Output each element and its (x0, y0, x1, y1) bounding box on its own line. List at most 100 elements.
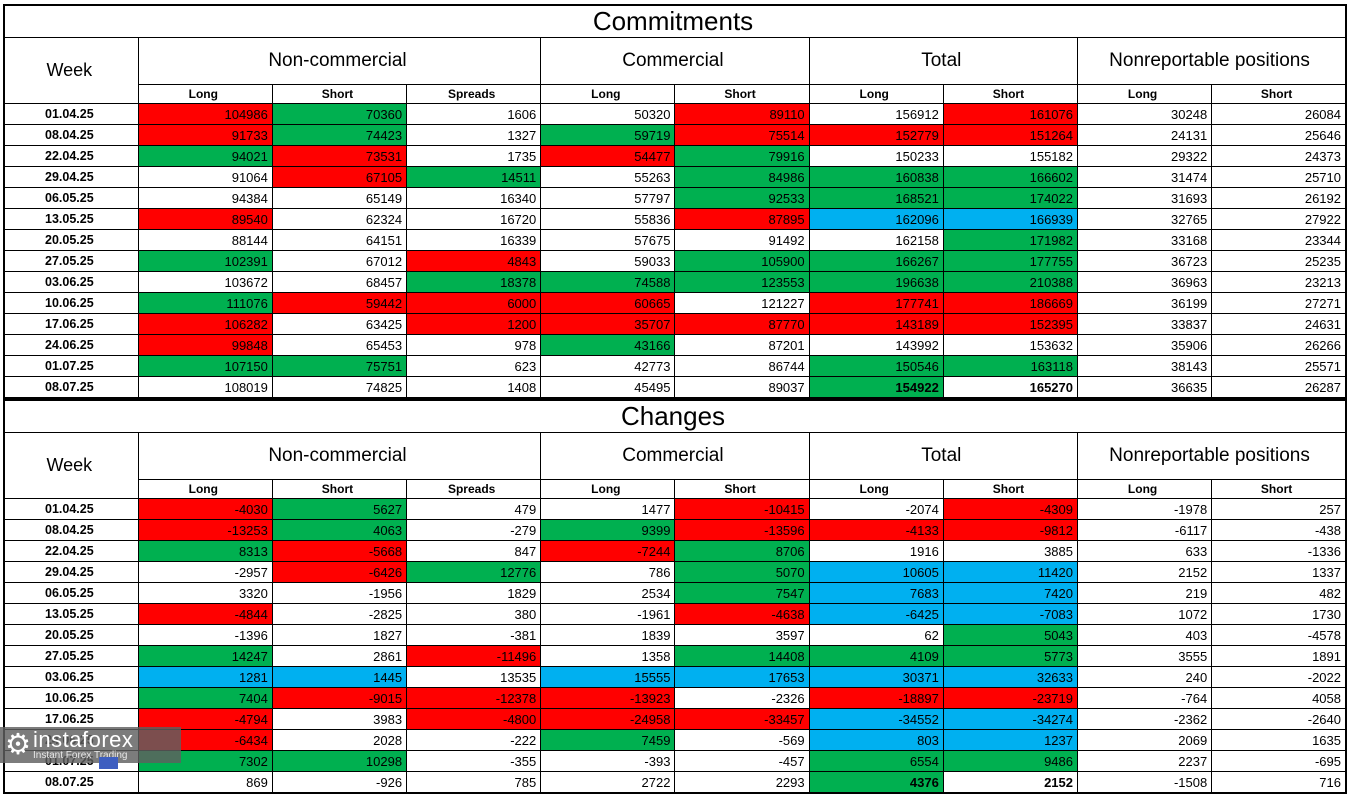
value-cell: 103672 (137, 271, 273, 293)
value-cell: 1635 (1211, 729, 1347, 751)
value-cell: 716 (1211, 771, 1347, 794)
value-cell: -1956 (271, 582, 408, 604)
value-cell: -1961 (540, 603, 676, 625)
value-cell: 479 (406, 498, 542, 520)
value-cell: 104986 (137, 103, 273, 125)
value-cell: -33457 (674, 708, 810, 730)
value-cell: -926 (271, 771, 408, 794)
value-cell: 27271 (1211, 292, 1347, 314)
value-cell: 57797 (540, 187, 676, 209)
group-header-commercial: Commercial (540, 432, 810, 480)
value-cell: 1891 (1211, 645, 1347, 667)
value-cell: 25235 (1211, 250, 1347, 272)
value-cell: 2534 (540, 582, 676, 604)
value-cell: -1396 (137, 624, 273, 646)
value-cell: 29322 (1076, 145, 1213, 167)
table-row: 20.05.25 88144 64151 16339 57675 91492 162158 1… (3, 229, 1347, 251)
value-cell: 2861 (271, 645, 408, 667)
group-header-nonreportable-positions: Nonreportable positions (1077, 37, 1347, 85)
table-row: 13.05.25 89540 62324 16720 55836 87895 162096 1… (3, 208, 1347, 230)
value-cell: 1827 (271, 624, 408, 646)
value-cell: 7459 (540, 729, 676, 751)
value-cell: 111076 (137, 292, 273, 314)
value-cell: 50320 (540, 103, 676, 125)
week-cell: 17.06.25 (3, 313, 139, 335)
sub-header-long: Long (808, 84, 944, 104)
table-row: 17.06.25 106282 63425 1200 35707 87770 143189 1… (3, 313, 1347, 335)
value-cell: -6425 (808, 603, 944, 625)
value-cell: -6434 (137, 729, 273, 751)
value-cell: -34274 (942, 708, 1079, 730)
table-row: 01.04.25 -4030 5627 479 1477 -10415 -2074 -4309… (3, 498, 1347, 520)
value-cell: 3885 (942, 540, 1079, 562)
value-cell: -34552 (808, 708, 944, 730)
value-cell: 9486 (942, 750, 1079, 772)
value-cell: 36635 (1076, 376, 1213, 399)
value-cell: 87895 (674, 208, 810, 230)
value-cell: 107150 (137, 355, 273, 377)
value-cell: 8313 (137, 540, 273, 562)
value-cell: 32765 (1076, 208, 1213, 230)
table-row: 10.06.25 7404 -9015 -12378 -13923 -2326 -18897… (3, 687, 1347, 709)
table-row: 27.05.25 14247 2861 -11496 1358 14408 4109 5773… (3, 645, 1347, 667)
value-cell: -457 (674, 750, 810, 772)
value-cell: 94021 (137, 145, 273, 167)
value-cell: 59442 (271, 292, 408, 314)
value-cell: -569 (674, 729, 810, 751)
value-cell: -222 (406, 729, 542, 751)
sub-header-short: Short (271, 479, 408, 499)
value-cell: 31474 (1076, 166, 1213, 188)
value-cell: 43166 (540, 334, 676, 356)
table-row: 24.06.25 -6434 2028 -222 7459 -569 803 1237 2069… (3, 729, 1347, 751)
value-cell: 92533 (674, 187, 810, 209)
value-cell: 482 (1211, 582, 1347, 604)
value-cell: 168521 (808, 187, 944, 209)
sub-header-long: Long (137, 479, 273, 499)
value-cell: -18897 (808, 687, 944, 709)
table-row: 22.04.25 94021 73531 1735 54477 79916 150233 15… (3, 145, 1347, 167)
value-cell: 75514 (674, 124, 810, 146)
value-cell: -355 (406, 750, 542, 772)
sub-header-short: Short (1211, 84, 1347, 104)
value-cell: 219 (1076, 582, 1213, 604)
value-cell: -2022 (1211, 666, 1347, 688)
value-cell: 177755 (942, 250, 1079, 272)
value-cell: 8706 (674, 540, 810, 562)
value-cell: 7547 (674, 582, 810, 604)
value-cell: 847 (406, 540, 542, 562)
value-cell: 1829 (406, 582, 542, 604)
value-cell: 91733 (137, 124, 273, 146)
value-cell: 87201 (674, 334, 810, 356)
value-cell: 162158 (808, 229, 944, 251)
value-cell: 87770 (674, 313, 810, 335)
value-cell: 74423 (271, 124, 408, 146)
week-cell: 13.05.25 (3, 603, 139, 625)
value-cell: 785 (406, 771, 542, 794)
sub-header-long: Long (540, 84, 676, 104)
table-row: 08.07.25 108019 74825 1408 45495 89037 154922 1… (3, 376, 1347, 399)
changes-title: Changes (3, 399, 1347, 433)
value-cell: 5627 (271, 498, 408, 520)
value-cell: 106282 (137, 313, 273, 335)
week-cell: 20.05.25 (3, 624, 139, 646)
value-cell: 3320 (137, 582, 273, 604)
group-header-non-commercial: Non-commercial (137, 432, 542, 480)
value-cell: 25710 (1211, 166, 1347, 188)
value-cell: 55836 (540, 208, 676, 230)
week-cell: 13.05.25 (3, 208, 139, 230)
table-row: 08.07.25 869 -926 785 2722 2293 4376 2152 -1508 7… (3, 771, 1347, 794)
value-cell: 88144 (137, 229, 273, 251)
changes-table: Changes Week Non-commercial Commercial Total… (3, 399, 1347, 794)
week-cell: 29.04.25 (3, 166, 139, 188)
value-cell: 79916 (674, 145, 810, 167)
value-cell: 74825 (271, 376, 408, 399)
value-cell: 32633 (942, 666, 1079, 688)
value-cell: 803 (808, 729, 944, 751)
value-cell: 1916 (808, 540, 944, 562)
value-cell: 177741 (808, 292, 944, 314)
value-cell: 55263 (540, 166, 676, 188)
value-cell: 5070 (674, 561, 810, 583)
value-cell: -6117 (1076, 519, 1213, 541)
value-cell: 155182 (942, 145, 1079, 167)
value-cell: 121227 (674, 292, 810, 314)
